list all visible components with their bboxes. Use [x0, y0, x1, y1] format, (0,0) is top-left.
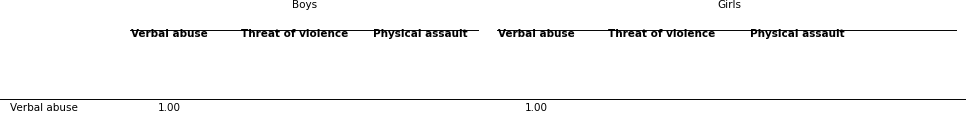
Text: 1.00: 1.00 — [157, 103, 181, 113]
Text: Verbal abuse: Verbal abuse — [130, 29, 208, 39]
Text: Verbal abuse: Verbal abuse — [497, 29, 575, 39]
Text: 1.00: 1.00 — [525, 103, 548, 113]
Text: Physical assault: Physical assault — [373, 29, 468, 39]
Text: Girls: Girls — [718, 0, 741, 10]
Text: Boys: Boys — [292, 0, 317, 10]
Text: Physical assault: Physical assault — [750, 29, 844, 39]
Text: Threat of violence: Threat of violence — [241, 29, 349, 39]
Text: Verbal abuse: Verbal abuse — [10, 103, 77, 113]
Text: Threat of violence: Threat of violence — [608, 29, 716, 39]
